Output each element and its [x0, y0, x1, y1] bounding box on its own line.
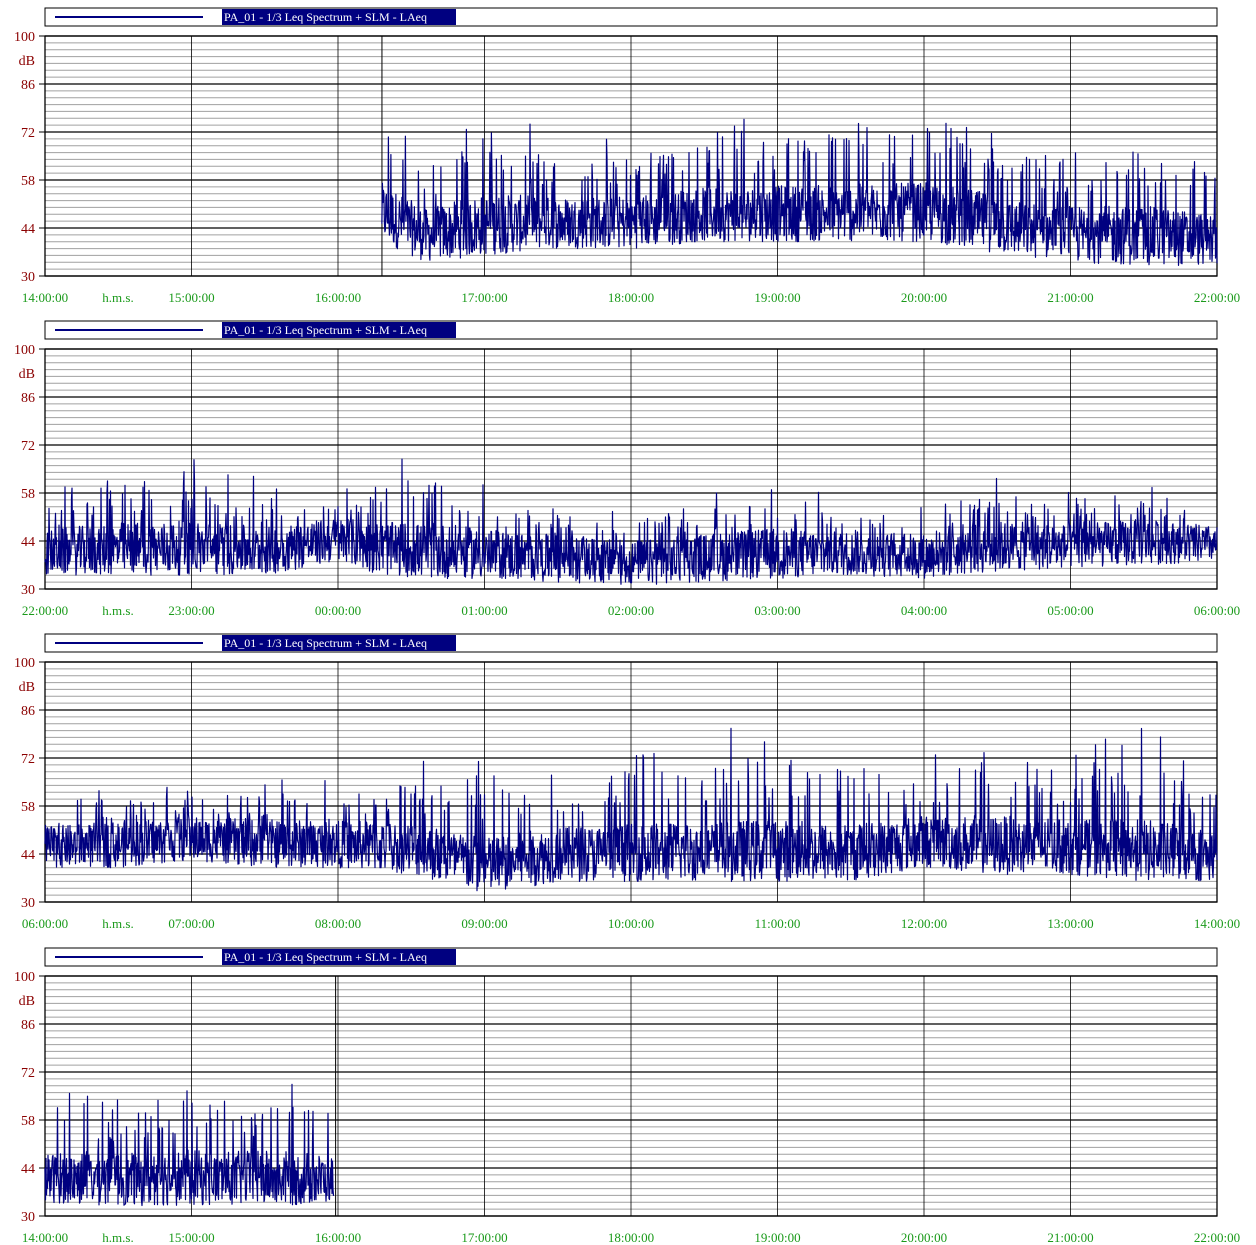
laeq-series-line	[381, 118, 1218, 266]
x-tick-label: 13:00:00	[1047, 916, 1093, 931]
y-tick-label: 44	[21, 848, 35, 863]
legend-label: PA_01 - 1/3 Leq Spectrum + SLM - LAeq	[224, 636, 427, 650]
x-tick-label: 14:00:00	[22, 290, 68, 305]
y-tick-label: 72	[21, 126, 35, 141]
y-tick-label: 86	[21, 78, 35, 93]
y-tick-label: 58	[21, 174, 35, 189]
x-tick-label: 19:00:00	[754, 290, 800, 305]
y-axis-label: dB	[19, 994, 35, 1009]
chart-panel-2: PA_01 - 1/3 Leq Spectrum + SLM - LAeq 100…	[14, 320, 1240, 618]
legend-label: PA_01 - 1/3 Leq Spectrum + SLM - LAeq	[224, 323, 427, 337]
legend-label-bg	[222, 322, 456, 338]
x-tick-label: 23:00:00	[168, 603, 214, 618]
x-axis-label: h.m.s.	[102, 1230, 133, 1245]
y-tick-label: 58	[21, 487, 35, 502]
x-tick-label: 22:00:00	[22, 603, 68, 618]
x-tick-label: 18:00:00	[608, 290, 654, 305]
legend-box	[44, 633, 1218, 653]
y-tick-label: 30	[21, 270, 35, 285]
legend-label-bg	[222, 949, 456, 965]
y-tick-label: 100	[14, 343, 35, 358]
x-tick-label: 17:00:00	[461, 290, 507, 305]
y-tick-label: 58	[21, 1114, 35, 1129]
y-tick-label: 86	[21, 1018, 35, 1033]
y-tick-label: 86	[21, 704, 35, 719]
x-tick-label: 19:00:00	[754, 1230, 800, 1245]
x-tick-label: 05:00:00	[1047, 603, 1093, 618]
legend-label: PA_01 - 1/3 Leq Spectrum + SLM - LAeq	[224, 10, 427, 24]
x-tick-label: 09:00:00	[461, 916, 507, 931]
y-tick-label: 30	[21, 1210, 35, 1225]
y-tick-label: 100	[14, 656, 35, 671]
x-tick-label: 01:00:00	[461, 603, 507, 618]
x-axis-label: h.m.s.	[102, 916, 133, 931]
y-tick-label: 30	[21, 583, 35, 598]
plot-frame	[44, 975, 1218, 1217]
plot-frame	[44, 35, 1218, 277]
x-tick-label: 21:00:00	[1047, 290, 1093, 305]
plot-frame	[44, 348, 1218, 590]
legend-label: PA_01 - 1/3 Leq Spectrum + SLM - LAeq	[224, 950, 427, 964]
chart-panel-4: PA_01 - 1/3 Leq Spectrum + SLM - LAeq 100…	[14, 947, 1240, 1245]
laeq-series-line	[44, 727, 1218, 892]
y-tick-label: 30	[21, 896, 35, 911]
chart-panel-1: PA_01 - 1/3 Leq Spectrum + SLM - LAeq 100…	[14, 7, 1240, 305]
legend-box	[44, 320, 1218, 340]
chart-panel-3: PA_01 - 1/3 Leq Spectrum + SLM - LAeq 100…	[14, 633, 1240, 931]
y-tick-label: 72	[21, 439, 35, 454]
y-tick-label: 58	[21, 800, 35, 815]
x-tick-label: 14:00:00	[22, 1230, 68, 1245]
legend-label-bg	[222, 9, 456, 25]
x-axis-label: h.m.s.	[102, 603, 133, 618]
x-tick-label: 02:00:00	[608, 603, 654, 618]
x-tick-label: 22:00:00	[1194, 1230, 1240, 1245]
x-tick-label: 15:00:00	[168, 290, 214, 305]
x-tick-label: 06:00:00	[22, 916, 68, 931]
y-tick-label: 72	[21, 752, 35, 767]
x-tick-label: 16:00:00	[315, 290, 361, 305]
laeq-series-line	[44, 458, 1218, 585]
y-tick-label: 86	[21, 391, 35, 406]
x-tick-label: 03:00:00	[754, 603, 800, 618]
legend-box	[44, 7, 1218, 27]
y-axis-label: dB	[19, 680, 35, 695]
y-tick-label: 100	[14, 970, 35, 985]
x-tick-label: 11:00:00	[755, 916, 801, 931]
x-tick-label: 20:00:00	[901, 290, 947, 305]
y-tick-label: 44	[21, 535, 35, 550]
x-axis-label: h.m.s.	[102, 290, 133, 305]
x-tick-label: 17:00:00	[461, 1230, 507, 1245]
y-axis-label: dB	[19, 54, 35, 69]
x-tick-label: 20:00:00	[901, 1230, 947, 1245]
laeq-series-line	[44, 1083, 335, 1207]
x-tick-label: 15:00:00	[168, 1230, 214, 1245]
x-tick-label: 08:00:00	[315, 916, 361, 931]
x-tick-label: 10:00:00	[608, 916, 654, 931]
x-tick-label: 00:00:00	[315, 603, 361, 618]
x-tick-label: 04:00:00	[901, 603, 947, 618]
x-tick-label: 12:00:00	[901, 916, 947, 931]
x-tick-label: 18:00:00	[608, 1230, 654, 1245]
plot-frame	[44, 661, 1218, 903]
x-tick-label: 22:00:00	[1194, 290, 1240, 305]
x-tick-label: 16:00:00	[315, 1230, 361, 1245]
y-tick-label: 44	[21, 1162, 35, 1177]
x-tick-label: 21:00:00	[1047, 1230, 1093, 1245]
x-tick-label: 07:00:00	[168, 916, 214, 931]
legend-label-bg	[222, 635, 456, 651]
y-tick-label: 72	[21, 1066, 35, 1081]
y-axis-label: dB	[19, 367, 35, 382]
x-tick-label: 14:00:00	[1194, 916, 1240, 931]
legend-box	[44, 947, 1218, 967]
y-tick-label: 100	[14, 30, 35, 45]
y-tick-label: 44	[21, 222, 35, 237]
x-tick-label: 06:00:00	[1194, 603, 1240, 618]
